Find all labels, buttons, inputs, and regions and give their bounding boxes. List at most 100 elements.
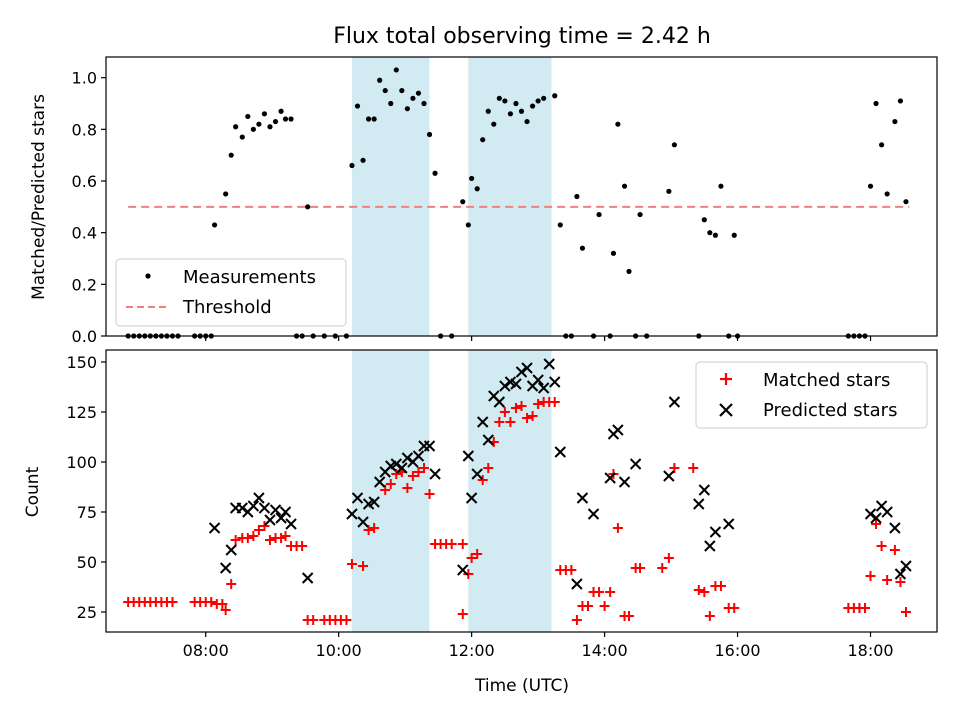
measurement-point [239,134,245,140]
predicted-star-point [401,452,414,464]
measurement-point [579,245,586,251]
measurement-points [125,67,909,339]
predicted-star-point [301,572,314,584]
matched-star-point [446,539,457,549]
matched-star-point [463,569,474,579]
matched-star-point [876,541,887,551]
predicted-star-point [412,450,425,462]
bottom-shaded-intervals [351,350,552,632]
axes-frame [105,56,938,337]
legend-threshold-label: Threshold [182,297,272,318]
bottom-y-axis-label: Count [23,466,43,517]
predicted-star-point [253,492,265,504]
matched-star-point [510,403,521,413]
x-axis-label: Time (UTC) [474,676,569,696]
matched-star-point [457,609,468,619]
measurement-point [671,142,678,148]
predicted-star-point [515,366,528,378]
predicted-star-point [477,416,489,428]
measurement-point [426,131,433,138]
measurement-point [867,183,874,189]
measurement-point [282,116,289,122]
measurement-point [245,113,251,120]
measurement-point [399,87,405,94]
legend-measurements-marker [145,273,151,279]
measurement-point [288,116,294,122]
measurement-point [460,199,466,205]
shaded-interval [351,57,430,336]
predicted-star-point [285,518,297,530]
matched-star-point [895,577,906,587]
matched-star-point [704,611,715,621]
chart-title: Flux total observing time = 2.42 h [333,24,711,49]
measurement-point [393,67,399,73]
predicted-star-point [549,376,561,388]
measurement-point [485,108,491,114]
measurement-point [712,232,719,238]
measurement-point [524,118,530,125]
matched-star-point [280,531,291,541]
measurement-point [718,183,724,189]
matched-star-point [346,559,357,569]
matched-star-point [623,611,634,621]
predicted-star-point [704,540,716,552]
matched-star-point [264,535,275,545]
predicted-star-point [423,440,436,452]
matched-star-point [259,521,270,531]
measurement-point [513,100,519,107]
measurement-point [574,193,580,200]
measurement-point [250,126,256,132]
matched-star-point [466,553,477,563]
measurement-point [480,137,486,143]
matched-star-point [859,603,870,613]
axes-frame [105,349,938,633]
predicted-star-point [604,472,616,484]
predicted-star-point [894,568,907,580]
y-tick-label: 100 [66,453,97,472]
matched-star-point [499,407,510,417]
y-tick-label: 0.0 [72,327,97,346]
matched-star-point [693,585,704,595]
matched-star-point [594,587,605,597]
measurement-point [596,211,602,218]
predicted-star-point [465,492,478,504]
predicted-star-point [219,562,232,574]
measurement-point [415,90,422,96]
matched-star-point [900,607,911,617]
matched-star-point [424,489,435,499]
matched-star-point [472,549,483,559]
shaded-interval [468,350,552,632]
predicted-star-point [668,396,681,408]
predicted-star-point [368,496,380,508]
predicted-star-point [709,526,722,538]
predicted-star-point [279,506,292,518]
measurement-point [897,98,904,104]
matched-star-point [882,575,893,585]
y-tick-label: 50 [77,553,97,572]
matched-star-point [669,463,680,473]
matched-star-point [358,561,369,571]
matched-star-point [413,467,424,477]
predicted-star-point [357,516,369,528]
measurement-point [465,222,471,228]
predicted-star-point [351,492,364,504]
matched-star-point [582,601,593,611]
predicted-star-point [346,508,358,520]
matched-star-point [253,525,264,535]
predicted-star-point [482,434,494,446]
measurement-point [731,232,737,238]
matched-star-point [699,587,710,597]
predicted-star-point [864,508,877,520]
matched-star-point [522,413,533,423]
matched-star-point [226,579,237,589]
predicted-star-point [881,506,893,518]
bottom-legend-frame [695,361,928,429]
predicted-star-point [471,468,483,480]
top-legend: Measurements Threshold [115,258,347,327]
measurement-point [261,111,268,117]
matched-star-point [276,533,287,543]
predicted-star-point [396,462,408,474]
matched-star-point [230,535,241,545]
predicted-star-point [462,450,475,462]
matched-star-point [715,581,726,591]
